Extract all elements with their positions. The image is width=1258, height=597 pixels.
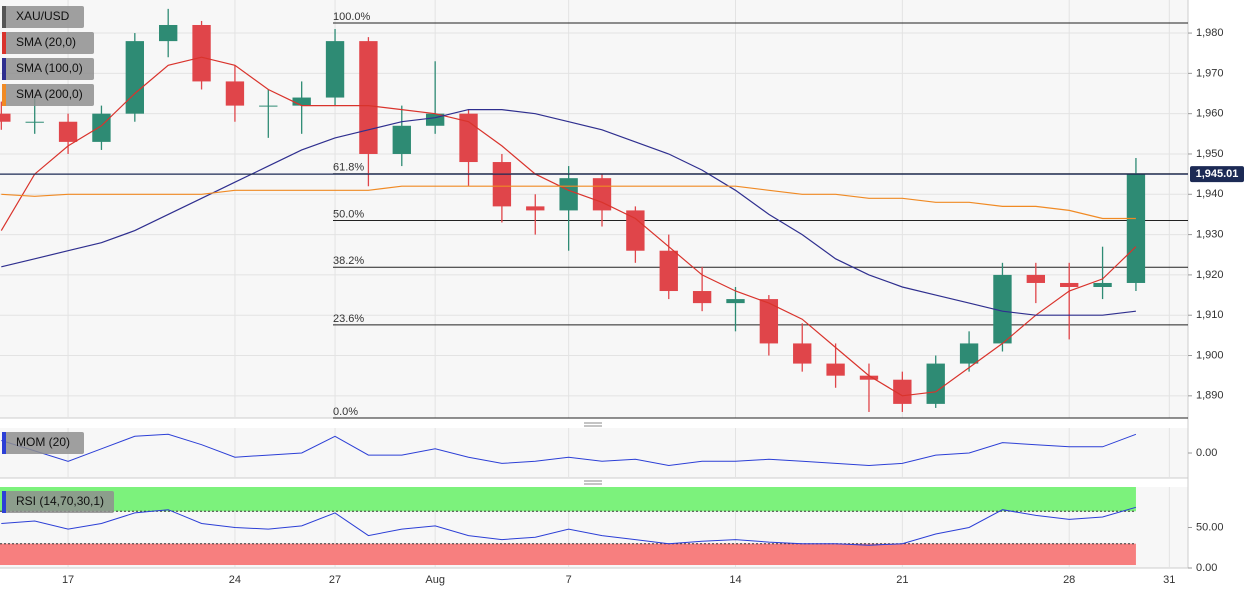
fib-label: 38.2% bbox=[333, 255, 364, 267]
candle-body bbox=[259, 105, 278, 107]
y-tick-label: 50.00 bbox=[1196, 521, 1224, 533]
candle-body bbox=[225, 81, 245, 106]
x-tick-label: 28 bbox=[1063, 574, 1075, 586]
candle-body bbox=[659, 250, 678, 292]
legend-box bbox=[2, 491, 114, 513]
indicator-line bbox=[1, 506, 1137, 546]
candle-body bbox=[926, 363, 945, 404]
candle-body bbox=[292, 97, 311, 106]
y-tick-label: 1,910 bbox=[1196, 309, 1224, 321]
candle-body bbox=[125, 41, 144, 114]
fib-label: 0.0% bbox=[333, 406, 358, 418]
legend-swatch bbox=[2, 6, 6, 28]
x-tick-label: Aug bbox=[425, 574, 445, 586]
indicator-line bbox=[1, 433, 1137, 467]
mom-panel bbox=[0, 428, 1188, 478]
legend-swatch bbox=[2, 491, 6, 513]
x-tick-label: 21 bbox=[896, 574, 908, 586]
candle-body bbox=[692, 291, 712, 304]
candle-body bbox=[526, 206, 545, 211]
candle-body bbox=[993, 274, 1012, 344]
x-tick-label: 17 bbox=[62, 574, 74, 586]
legend-box bbox=[2, 84, 94, 106]
legend-swatch bbox=[2, 432, 6, 454]
x-tick-label: 31 bbox=[1163, 574, 1175, 586]
legend-box bbox=[2, 58, 94, 80]
fib-label: 23.6% bbox=[333, 313, 364, 325]
y-tick-label: 1,980 bbox=[1196, 27, 1224, 39]
y-tick-label: 1,890 bbox=[1196, 390, 1224, 402]
legend-box bbox=[2, 32, 94, 54]
candle-body bbox=[459, 113, 478, 163]
price-tag-label: 1,945.01 bbox=[1196, 168, 1239, 180]
candle-body bbox=[1093, 282, 1112, 287]
candle-body bbox=[759, 299, 779, 344]
candle-body bbox=[392, 125, 411, 154]
legend-swatch bbox=[2, 58, 6, 80]
price-tag bbox=[1190, 166, 1244, 183]
fib-label: 50.0% bbox=[333, 208, 364, 220]
y-tick-label: 1,970 bbox=[1196, 67, 1224, 79]
candle-body bbox=[192, 24, 211, 82]
candle-body bbox=[826, 363, 845, 376]
candle-body bbox=[626, 210, 645, 251]
sma-line bbox=[1, 109, 1136, 316]
y-tick-label: 1,950 bbox=[1196, 148, 1224, 160]
candle-body bbox=[25, 121, 44, 123]
legend-label: RSI (14,70,30,1) bbox=[16, 494, 104, 508]
legend-label: MOM (20) bbox=[16, 435, 70, 449]
candle-body bbox=[92, 113, 111, 142]
legend-box bbox=[2, 432, 84, 454]
x-tick-label: 14 bbox=[729, 574, 741, 586]
legend-label: SMA (100,0) bbox=[16, 61, 83, 75]
y-tick-label: 1,900 bbox=[1196, 349, 1224, 361]
x-tick-label: 24 bbox=[229, 574, 241, 586]
candle-body bbox=[859, 375, 879, 380]
candle-body bbox=[559, 178, 578, 211]
sma-line bbox=[1, 185, 1136, 220]
candle-body bbox=[1026, 274, 1046, 283]
candle-body bbox=[1060, 282, 1079, 287]
y-tick-label: 1,940 bbox=[1196, 188, 1224, 200]
legend-label: SMA (20,0) bbox=[16, 35, 76, 49]
candle-body bbox=[359, 41, 378, 154]
y-tick-label: 1,960 bbox=[1196, 108, 1224, 120]
candle-body bbox=[793, 343, 812, 364]
fib-label: 61.8% bbox=[333, 162, 364, 174]
candle-body bbox=[893, 379, 912, 404]
candle-body bbox=[959, 343, 979, 364]
legend-swatch bbox=[2, 32, 6, 54]
y-tick-label: 0.00 bbox=[1196, 447, 1217, 459]
candle-body bbox=[0, 113, 11, 122]
oversold-zone bbox=[0, 543, 1136, 565]
overbought-zone bbox=[0, 487, 1136, 512]
legend-label: SMA (200,0) bbox=[16, 87, 83, 101]
candle-body bbox=[58, 121, 78, 142]
candle-body bbox=[726, 299, 745, 304]
candle-body bbox=[492, 162, 512, 207]
legend-box bbox=[2, 6, 84, 28]
y-tick-label: 1,930 bbox=[1196, 229, 1224, 241]
x-tick-label: 7 bbox=[566, 574, 572, 586]
x-tick-label: 27 bbox=[329, 574, 341, 586]
handle bbox=[584, 422, 602, 485]
candle-body bbox=[325, 41, 345, 98]
candle-body bbox=[1126, 174, 1146, 283]
y-tick-label: 0.00 bbox=[1196, 562, 1217, 574]
sma-line bbox=[0, 56, 1137, 397]
candle-body bbox=[159, 24, 178, 42]
fib-label: 100.0% bbox=[333, 11, 371, 23]
legend-label: XAU/USD bbox=[16, 9, 70, 23]
y-tick-label: 1,920 bbox=[1196, 269, 1224, 281]
legend-swatch bbox=[2, 84, 6, 106]
